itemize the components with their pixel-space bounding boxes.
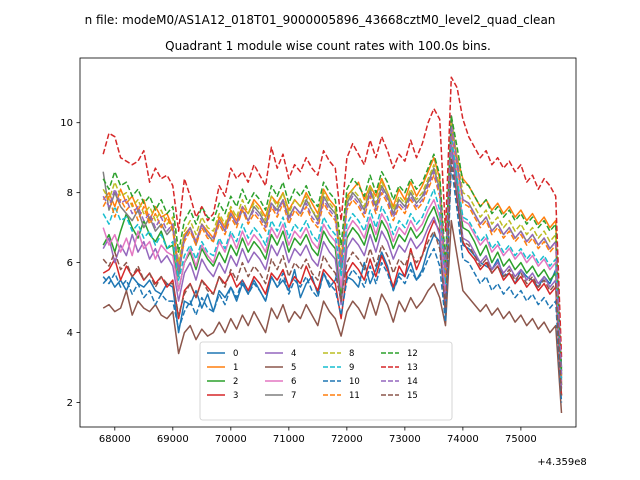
series-line-5 — [102, 219, 563, 414]
series-line-12 — [102, 114, 563, 372]
x-tick-label: 73000 — [389, 434, 421, 445]
series-line-10 — [102, 163, 563, 403]
y-tick-label: 2 — [67, 398, 73, 409]
y-tick-label: 4 — [67, 328, 73, 339]
legend-label-13: 13 — [407, 363, 418, 373]
figure-suptitle: n file: modeM0/AS1A12_018T01_9000005896_… — [85, 13, 556, 27]
legend-label-2: 2 — [233, 377, 238, 387]
y-axis: 2 4 6 8 10 — [60, 118, 80, 409]
legend-label-0: 0 — [233, 349, 238, 359]
legend-label-7: 7 — [291, 391, 296, 401]
y-tick-label: 10 — [60, 118, 73, 129]
legend-label-15: 15 — [407, 391, 418, 401]
series-line-13 — [102, 76, 563, 358]
legend-label-12: 12 — [407, 349, 418, 359]
chart-title: Quadrant 1 module wise count rates with … — [165, 39, 491, 53]
x-tick-label: 75000 — [505, 434, 537, 445]
legend-label-9: 9 — [349, 363, 354, 373]
legend-label-11: 11 — [349, 391, 360, 401]
legend-label-8: 8 — [349, 349, 354, 359]
series-line-9 — [102, 135, 563, 382]
x-tick-label: 68000 — [99, 434, 131, 445]
series-line-8 — [102, 121, 563, 375]
series-line-14 — [102, 125, 563, 375]
legend-label-3: 3 — [233, 391, 238, 401]
x-axis: 68000 69000 70000 71000 72000 73000 74000 75000 — [99, 427, 537, 445]
plot-frame — [79, 57, 577, 428]
series-line-4 — [102, 146, 563, 389]
legend-label-14: 14 — [407, 377, 418, 387]
legend-label-4: 4 — [291, 349, 296, 359]
y-tick-label: 6 — [67, 258, 73, 269]
x-tick-label: 71000 — [273, 434, 305, 445]
series-layer — [102, 76, 563, 414]
series-line-15 — [102, 156, 563, 396]
x-tick-label: 72000 — [331, 434, 363, 445]
legend-label-10: 10 — [349, 377, 360, 387]
legend-label-6: 6 — [291, 377, 296, 387]
x-tick-label: 70000 — [215, 434, 247, 445]
x-offset-label: +4.359e8 — [537, 457, 587, 468]
legend-label-5: 5 — [291, 363, 296, 373]
series-line-6 — [102, 135, 563, 382]
legend-label-1: 1 — [233, 363, 238, 373]
x-tick-label: 69000 — [157, 434, 189, 445]
y-tick-label: 8 — [67, 188, 73, 199]
x-tick-label: 74000 — [447, 434, 479, 445]
